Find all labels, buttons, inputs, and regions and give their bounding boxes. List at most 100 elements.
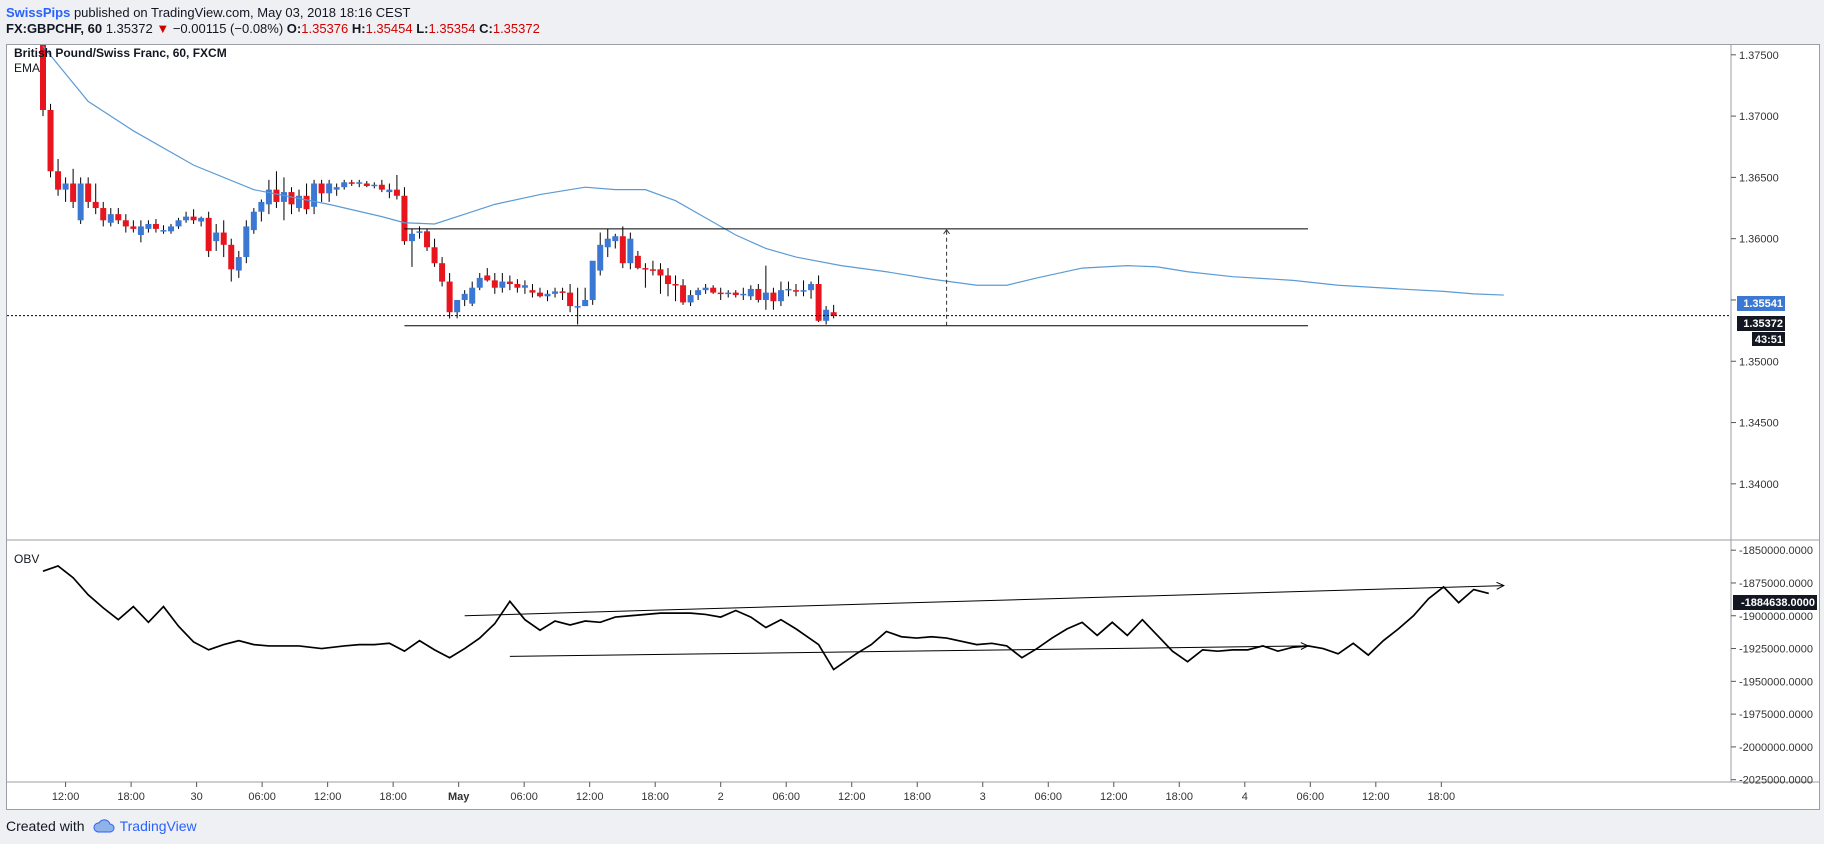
obv-upper-trendline[interactable] <box>464 585 1504 617</box>
candle <box>514 279 521 293</box>
candle-body <box>326 183 333 194</box>
candle-body <box>642 268 649 270</box>
candle-body <box>710 287 717 293</box>
candle <box>785 281 792 297</box>
candle <box>107 208 114 227</box>
candle <box>371 182 378 189</box>
price-tick-label: 1.35000 <box>1739 356 1779 368</box>
chart-panel[interactable]: 1.375001.370001.365001.360001.355001.350… <box>6 18 1820 810</box>
candle <box>499 273 506 293</box>
candle-body <box>506 281 513 285</box>
candle <box>642 263 649 288</box>
candle <box>552 287 559 298</box>
candle-body <box>687 295 694 303</box>
candle <box>469 281 476 307</box>
candle-body <box>175 220 182 227</box>
open-label: O: <box>286 21 302 36</box>
candle <box>100 201 107 227</box>
close-value: 1.35372 <box>492 21 540 36</box>
candle-body <box>717 292 724 295</box>
obv-tick-label: -1975000.0000 <box>1739 709 1813 721</box>
candle-body <box>137 226 144 235</box>
candle <box>168 223 175 234</box>
svg-text:1.35372: 1.35372 <box>1743 318 1783 330</box>
open-value: 1.35376 <box>301 21 349 36</box>
chart-svg[interactable]: 1.375001.370001.365001.360001.355001.350… <box>7 18 1819 809</box>
candle-body <box>183 216 190 221</box>
candle <box>574 287 581 325</box>
candle <box>363 181 370 188</box>
tradingview-link[interactable]: TradingView <box>93 818 197 834</box>
obv-pane[interactable]: OBV -1850000.0000 -1875000.0000 -1900000.0… <box>14 545 1817 787</box>
candle-body <box>785 288 792 291</box>
candle <box>815 275 822 323</box>
candle-body <box>265 189 272 205</box>
time-tick-label: 12:00 <box>52 791 80 803</box>
candle-body <box>235 257 242 271</box>
price-pane[interactable]: 1.375001.370001.365001.360001.355001.350… <box>7 18 1819 783</box>
candle-body <box>476 277 483 288</box>
candle-body <box>85 183 92 202</box>
time-axis[interactable]: 12:00 18:00 30 06:00 12:00 18:00 May 06:00 12:00… <box>52 782 1455 803</box>
obv-tick-label: -1950000.0000 <box>1739 676 1813 688</box>
svg-text:43:51: 43:51 <box>1755 334 1783 346</box>
candle <box>604 228 611 258</box>
candle-body <box>55 171 62 190</box>
candle-body <box>439 263 446 282</box>
price-axis[interactable]: 1.375001.370001.365001.360001.355001.350… <box>1731 50 1779 491</box>
range-measure-arrow-icon <box>943 229 950 235</box>
last-price-badge: 1.35372 <box>1737 316 1785 331</box>
candle-body <box>823 309 830 321</box>
candle <box>431 238 438 267</box>
candles-group <box>40 18 837 325</box>
candle-body <box>62 183 69 190</box>
candle-body <box>740 293 747 296</box>
candle <box>589 260 596 305</box>
time-tick-label: 06:00 <box>772 791 800 803</box>
candle <box>288 187 295 215</box>
candle-body <box>454 299 461 313</box>
candle <box>273 171 280 209</box>
candle <box>612 233 619 249</box>
svg-text:1.35541: 1.35541 <box>1743 298 1783 310</box>
candle-body <box>318 183 325 194</box>
candle <box>446 273 453 319</box>
candle-body <box>250 211 257 231</box>
time-tick-label: May <box>448 791 470 803</box>
candle-body <box>311 183 318 207</box>
obv-tick-label: -2000000.0000 <box>1739 742 1813 754</box>
time-tick-label: 30 <box>190 791 202 803</box>
candle-body <box>529 290 536 293</box>
candle <box>77 177 84 224</box>
created-with-text: Created with <box>6 818 85 834</box>
candle-body <box>393 189 400 196</box>
candle <box>687 290 694 307</box>
price-tick-label: 1.36000 <box>1739 234 1779 246</box>
candle <box>439 257 446 287</box>
candle <box>717 287 724 300</box>
candle-body <box>205 217 212 251</box>
low-label: L: <box>416 21 429 36</box>
candle-body <box>469 287 476 304</box>
candle-body <box>303 195 310 210</box>
candle-body <box>815 284 822 321</box>
time-tick-label: 12:00 <box>1100 791 1128 803</box>
candle <box>55 159 62 196</box>
candle-body <box>664 275 671 285</box>
obv-axis[interactable]: -1850000.0000 -1875000.0000 -1900000.0000 -… <box>1731 545 1813 787</box>
candle <box>627 232 634 270</box>
candle-body <box>273 189 280 202</box>
obv-lower-trendline[interactable] <box>509 645 1309 657</box>
candle-body <box>348 182 355 184</box>
candle <box>160 225 167 234</box>
candle <box>152 219 159 233</box>
candle-body <box>589 260 596 300</box>
obv-line <box>42 564 1489 671</box>
candle-body <box>220 232 227 245</box>
candle-body <box>649 269 656 271</box>
candle <box>680 279 687 305</box>
high-label: H: <box>351 21 366 36</box>
author-link[interactable]: SwissPips <box>6 5 71 20</box>
candle <box>529 284 536 298</box>
candle-body <box>363 183 370 186</box>
